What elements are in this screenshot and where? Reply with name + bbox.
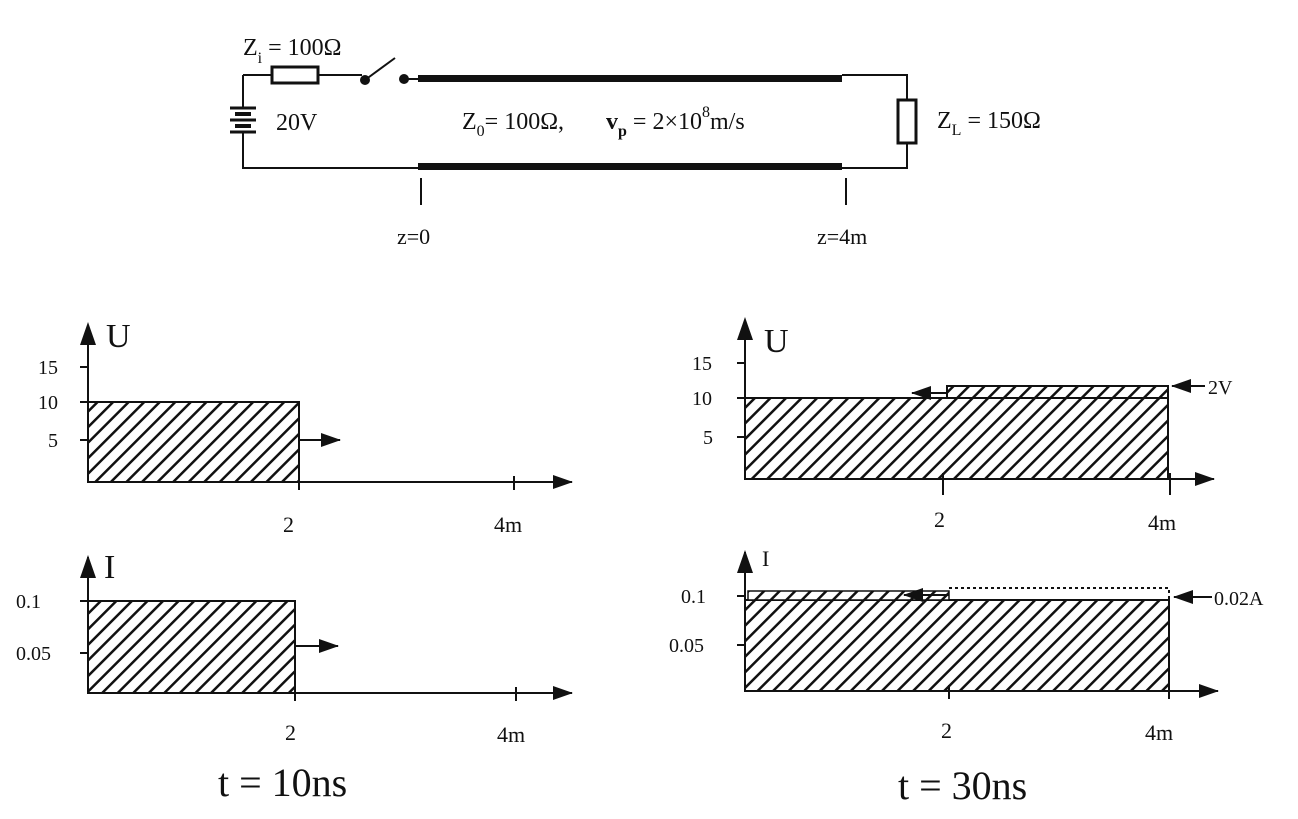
u-left-y-ticks: [80, 366, 88, 441]
u-right-tick-10: 10: [692, 388, 712, 410]
i-right-tick-0.1: 0.1: [681, 586, 706, 608]
u-right-axis-label: U: [764, 323, 789, 360]
switch-blade: [364, 57, 396, 81]
u-left-wave-area: [87, 401, 300, 483]
u-left-y-arrow: [80, 322, 96, 345]
line-conductor-bottom: [418, 163, 842, 170]
line-conductor-top: [418, 75, 842, 82]
i-right-tick-0.05: 0.05: [669, 635, 704, 657]
battery-icon: [230, 106, 256, 134]
source-resistor: [270, 65, 320, 85]
i-left-axis-label: I: [104, 549, 115, 586]
source-voltage-label: 20V: [276, 110, 318, 136]
i-left-tick-label-4m: 4m: [497, 722, 525, 747]
i-right-axis-label: I: [762, 546, 769, 571]
i-right-tick-label-2: 2: [941, 718, 952, 743]
i-right-original-level-dotted: [949, 587, 1170, 600]
i-right-y-ticks: [737, 595, 745, 646]
u-right-y-ticks: [737, 362, 745, 438]
u-right-incident-area: [744, 397, 1169, 480]
plot-u-left: 15 10 5 U 2 4m: [38, 318, 573, 537]
i-right-reflected-label: 0.02A: [1214, 588, 1264, 610]
circuit-diagram: Zi = 100Ω 20V Z0= 100Ω, vp = 2×108m/s ZL…: [230, 35, 1041, 249]
u-right-y-arrow: [737, 317, 753, 340]
zl-label: ZL = 150Ω: [937, 108, 1041, 139]
load-resistor: [896, 98, 918, 145]
z-end-label: z=4m: [817, 224, 867, 249]
plot-i-right: 0.02A 0.1 0.05 I 2 4m: [669, 546, 1264, 745]
circuit-wire-left: [242, 75, 418, 169]
i-right-net-area: [744, 599, 1170, 692]
u-left-axis-label: U: [106, 318, 131, 355]
circuit-wire-right: [842, 74, 908, 169]
plot-u-right: 2V 15 10 5 U 2 4m: [692, 317, 1233, 535]
right-time-label: t = 30ns: [898, 763, 1027, 808]
i-left-tick-label-2: 2: [285, 720, 296, 745]
i-right-y-arrow: [737, 550, 753, 573]
u-right-tick-15: 15: [692, 353, 712, 375]
i-left-y-arrow: [80, 555, 96, 578]
i-left-wave-area: [87, 600, 296, 694]
u-right-tick-label-4m: 4m: [1148, 510, 1176, 535]
left-time-label: t = 10ns: [218, 760, 347, 805]
line-vp-label: vp = 2×108m/s: [606, 104, 745, 140]
i-left-tick-0.05: 0.05: [16, 643, 51, 665]
u-left-tick-label-4m: 4m: [494, 512, 522, 537]
zi-label: Zi = 100Ω: [243, 35, 342, 67]
i-left-tick-0.1: 0.1: [16, 591, 41, 613]
plot-i-left: 0.1 0.05 I 2 4m: [16, 549, 573, 747]
z-start-label: z=0: [397, 224, 430, 249]
i-right-tick-label-4m: 4m: [1145, 720, 1173, 745]
line-z0-label: Z0= 100Ω,: [462, 109, 564, 140]
u-left-tick-10: 10: [38, 392, 58, 414]
u-right-tick-5: 5: [703, 427, 713, 449]
i-left-y-ticks: [80, 600, 88, 654]
u-right-tick-label-2: 2: [934, 507, 945, 532]
u-left-tick-label-2: 2: [283, 512, 294, 537]
u-right-reflected-area: [946, 385, 1169, 399]
u-left-tick-5: 5: [48, 430, 58, 452]
u-right-reflected-label: 2V: [1208, 377, 1233, 399]
u-left-tick-15: 15: [38, 357, 58, 379]
